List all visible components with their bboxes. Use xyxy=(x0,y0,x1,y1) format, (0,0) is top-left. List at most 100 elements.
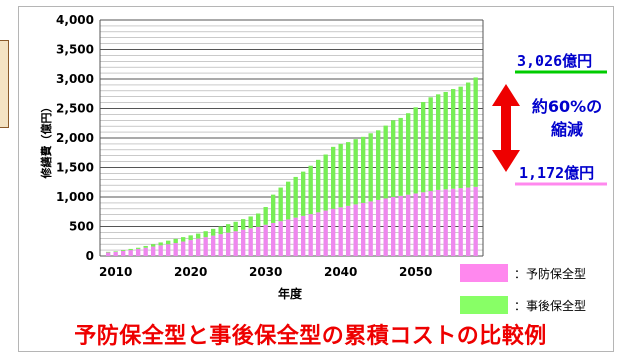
x-tick-labels: 2010 2020 2030 2040 2050 xyxy=(99,265,432,279)
bar-prevent xyxy=(271,222,276,256)
bar-after xyxy=(196,233,201,239)
bar-prevent xyxy=(263,224,268,256)
bar-after xyxy=(256,213,261,227)
bar-after xyxy=(466,82,471,188)
y-tick-label: 2,000 xyxy=(56,131,94,145)
bar-after xyxy=(406,113,411,195)
bar-after xyxy=(158,242,163,246)
bar-after xyxy=(443,91,448,190)
bar-prevent xyxy=(338,207,343,256)
bar-prevent xyxy=(346,205,351,256)
bar-after xyxy=(376,130,381,200)
bar-prevent xyxy=(466,187,471,256)
bar-prevent xyxy=(248,228,253,256)
bar-prevent xyxy=(361,202,366,256)
prevent-value-label: 1,172億円 xyxy=(519,164,594,182)
bar-prevent xyxy=(383,198,388,256)
bar-prevent xyxy=(301,215,306,256)
bar-after xyxy=(368,133,373,202)
bar-prevent xyxy=(188,240,193,256)
bar-after xyxy=(331,146,336,209)
bar-after xyxy=(473,77,478,187)
y-tick-labels: 0 500 1,000 1,500 2,000 2,500 3,000 3,500 4,000 xyxy=(56,13,94,263)
bar-prevent xyxy=(121,250,126,256)
grid-lines xyxy=(99,19,484,257)
x-tick-label: 2040 xyxy=(324,265,357,279)
bar-prevent xyxy=(106,252,111,256)
bar-prevent xyxy=(256,226,261,256)
bar-after xyxy=(391,120,396,197)
bar-after xyxy=(286,181,291,220)
y-tick-label: 4,000 xyxy=(56,13,94,27)
bar-prevent xyxy=(241,229,246,256)
bar-prevent xyxy=(368,201,373,256)
bar-prevent xyxy=(143,247,148,256)
legend-after-label: ：事後保全型 xyxy=(514,298,586,313)
bar-after xyxy=(398,117,403,196)
bar-after xyxy=(436,94,441,190)
bar-prevent xyxy=(136,248,141,256)
x-axis-label: 年度 xyxy=(278,286,303,301)
bar-after xyxy=(188,235,193,241)
bar-prevent xyxy=(286,219,291,256)
bar-prevent xyxy=(413,193,418,256)
bar-prevent xyxy=(113,251,118,256)
bar-after xyxy=(451,89,456,189)
bar-after xyxy=(383,125,388,199)
bar-after xyxy=(263,207,268,225)
bar-after xyxy=(128,248,133,251)
bar-after xyxy=(248,216,253,229)
bar-after xyxy=(353,139,358,205)
reduction-arrow xyxy=(492,84,520,172)
bar-after xyxy=(211,228,216,236)
bar-after xyxy=(166,240,171,245)
bar-after xyxy=(121,250,126,251)
bar-after xyxy=(151,244,156,247)
bar-prevent xyxy=(323,210,328,256)
bar-prevent xyxy=(166,244,171,256)
bar-prevent xyxy=(181,241,186,256)
bar-after xyxy=(413,107,418,194)
y-tick-label: 0 xyxy=(86,249,94,263)
y-tick-label: 500 xyxy=(69,220,94,234)
edge-tab xyxy=(0,40,9,128)
bar-after xyxy=(218,226,223,235)
y-tick-label: 1,500 xyxy=(56,161,94,175)
bar-after xyxy=(241,219,246,230)
bar-after xyxy=(278,187,283,222)
bar-after xyxy=(271,194,276,223)
bar-after xyxy=(113,251,118,252)
x-tick-label: 2030 xyxy=(249,265,282,279)
bar-prevent xyxy=(218,234,223,256)
y-tick-label: 3,000 xyxy=(56,72,94,86)
bar-after xyxy=(181,237,186,242)
y-axis-label: 修繕費（億円） xyxy=(39,102,53,180)
bar-prevent xyxy=(308,214,313,256)
bar-after xyxy=(143,245,148,248)
bars-group xyxy=(106,77,478,256)
bar-prevent xyxy=(398,195,403,256)
bar-after xyxy=(233,221,238,232)
bar-prevent xyxy=(451,188,456,256)
y-tick-label: 2,500 xyxy=(56,102,94,116)
x-tick-label: 2010 xyxy=(99,265,132,279)
bar-prevent xyxy=(473,186,478,256)
x-tick-label: 2020 xyxy=(174,265,207,279)
bar-prevent xyxy=(376,199,381,256)
after-value-label: 3,026億円 xyxy=(517,52,592,70)
legend-prevent-label: ：予防保全型 xyxy=(514,266,586,281)
bar-prevent xyxy=(158,245,163,256)
bar-after xyxy=(428,97,433,192)
bar-prevent xyxy=(278,221,283,256)
bar-prevent xyxy=(443,189,448,256)
bar-after xyxy=(301,171,306,216)
bar-after xyxy=(316,159,321,213)
bar-prevent xyxy=(391,197,396,256)
y-tick-label: 1,000 xyxy=(56,190,94,204)
bar-prevent xyxy=(211,235,216,256)
bar-after xyxy=(293,176,298,218)
bar-prevent xyxy=(421,192,426,256)
bar-prevent xyxy=(353,204,358,256)
bar-prevent xyxy=(233,231,238,256)
